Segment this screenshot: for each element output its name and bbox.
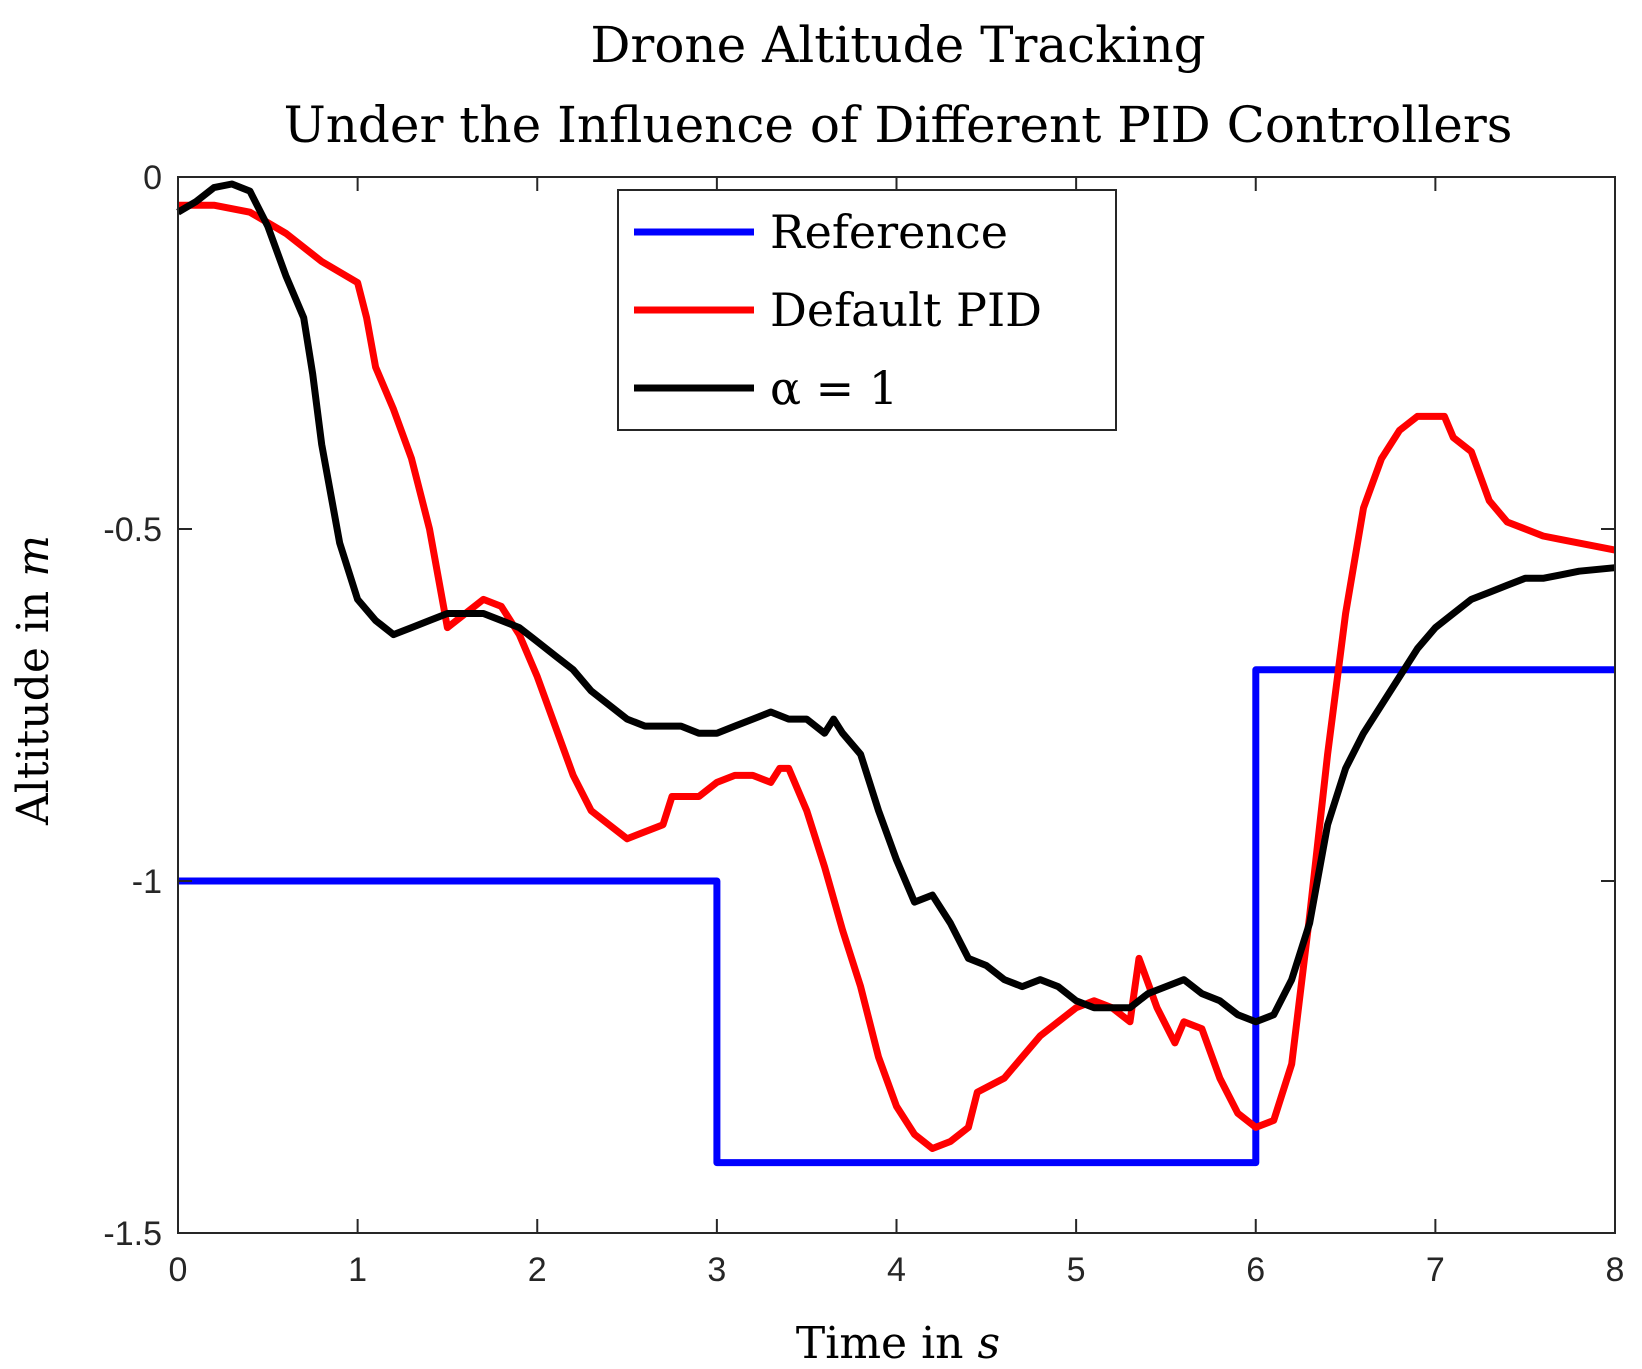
legend-label-1: Default PID	[770, 283, 1042, 337]
plot-area: 0 1 2 3 4 5 6 7 8 0 -0.5 -1 -1.5	[103, 159, 1624, 1289]
y-axis-label-text: Altitude in	[8, 577, 59, 826]
series-line-0	[178, 666, 1615, 1167]
chart-title-line-1: Drone Altitude Tracking	[590, 16, 1205, 74]
legend-label-2: α = 1	[770, 361, 898, 415]
x-axis-label: Time in s	[796, 1318, 1000, 1369]
x-tick-label: 2	[528, 1251, 547, 1289]
y-tick-label: 0	[143, 159, 162, 197]
series-line-2	[176, 180, 1616, 1026]
y-axis-label: Altitude in m	[8, 535, 59, 826]
x-tick-label: 8	[1606, 1251, 1625, 1289]
x-tick-label: 6	[1246, 1251, 1265, 1289]
y-tick-label: -1	[132, 863, 162, 901]
y-axis-label-var: m	[8, 535, 59, 577]
x-tick-label: 5	[1067, 1251, 1086, 1289]
chart-title-line-2: Under the Influence of Different PID Con…	[284, 96, 1513, 154]
x-axis-label-var: s	[977, 1318, 1000, 1369]
series-line-1	[178, 201, 1616, 1152]
x-tick-label: 0	[169, 1251, 188, 1289]
y-tick-label: -0.5	[103, 511, 162, 549]
x-tick-label: 1	[348, 1251, 367, 1289]
legend: Reference Default PID α = 1	[617, 189, 1117, 431]
x-axis-label-text: Time in	[796, 1318, 978, 1369]
legend-label-0: Reference	[770, 205, 1008, 259]
x-tick-label: 7	[1426, 1251, 1445, 1289]
x-tick-label: 3	[707, 1251, 726, 1289]
y-tick-label: -1.5	[103, 1215, 162, 1253]
x-tick-label: 4	[887, 1251, 906, 1289]
